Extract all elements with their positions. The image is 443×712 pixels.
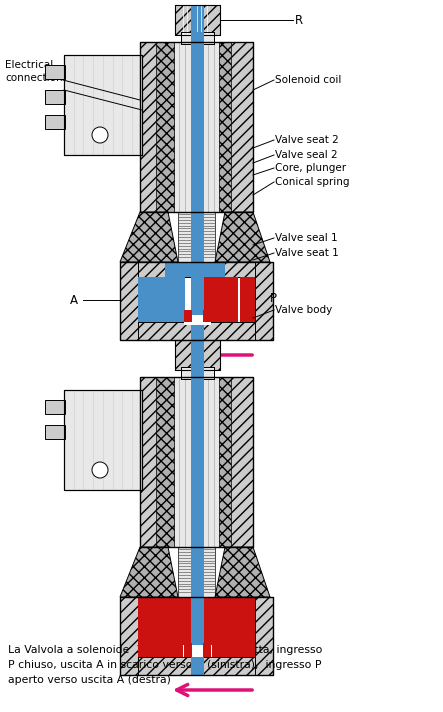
Bar — [183, 645, 212, 657]
Text: Solenoid coil: Solenoid coil — [275, 75, 342, 85]
Bar — [120, 657, 273, 675]
Bar — [184, 643, 192, 657]
Bar — [191, 262, 204, 340]
Bar — [64, 390, 142, 490]
Text: Valve seal 2: Valve seal 2 — [275, 150, 338, 160]
Bar — [191, 547, 204, 599]
Bar — [120, 597, 138, 675]
Bar — [45, 115, 65, 129]
Bar — [191, 367, 204, 577]
Bar — [240, 277, 255, 322]
Bar — [191, 5, 204, 35]
Bar — [156, 377, 174, 547]
Bar — [140, 42, 253, 212]
Bar — [200, 612, 255, 657]
Bar — [138, 277, 185, 322]
Bar — [175, 340, 220, 370]
Bar — [191, 212, 204, 264]
Polygon shape — [215, 547, 270, 597]
Bar — [168, 42, 225, 212]
Text: P: P — [270, 291, 277, 305]
Bar — [203, 643, 211, 657]
Bar — [138, 597, 255, 613]
Bar — [191, 367, 204, 379]
Bar — [120, 322, 273, 340]
Bar — [120, 262, 273, 277]
Bar — [181, 367, 214, 379]
Circle shape — [92, 127, 108, 143]
Bar — [191, 340, 204, 370]
Bar — [181, 367, 214, 379]
Bar — [178, 212, 215, 262]
Bar — [64, 390, 142, 490]
Bar — [203, 310, 211, 322]
Bar — [200, 277, 238, 322]
Bar — [168, 377, 225, 547]
Text: Valve seal 1: Valve seal 1 — [275, 233, 338, 243]
Bar — [181, 32, 214, 44]
Bar — [178, 547, 215, 597]
Text: Core, plunger: Core, plunger — [275, 163, 346, 173]
Bar — [191, 32, 204, 242]
Bar — [64, 55, 142, 155]
Polygon shape — [120, 547, 178, 597]
Bar — [138, 612, 203, 657]
Bar — [175, 5, 220, 35]
Bar — [175, 340, 220, 370]
Bar — [45, 90, 65, 104]
Bar — [175, 5, 220, 35]
Bar — [219, 42, 231, 212]
Text: A: A — [70, 293, 78, 306]
Bar — [45, 65, 65, 79]
Text: Conical spring: Conical spring — [275, 177, 350, 187]
Text: R: R — [295, 14, 303, 26]
Bar — [138, 277, 185, 287]
Bar — [140, 377, 253, 547]
Bar — [255, 597, 273, 675]
Text: P chiuso, uscita A in scarico verso R (sinistra),  ingresso P: P chiuso, uscita A in scarico verso R (s… — [8, 660, 322, 670]
Polygon shape — [215, 212, 270, 262]
Text: connection: connection — [5, 73, 62, 83]
Text: La Valvola a solenoide  3/2-vie ad azione diretta, ingresso: La Valvola a solenoide 3/2-vie ad azione… — [8, 645, 323, 655]
Bar — [191, 32, 204, 44]
Bar — [191, 597, 204, 675]
Circle shape — [92, 462, 108, 478]
Bar — [140, 42, 168, 212]
Bar — [225, 42, 253, 212]
Bar — [255, 262, 273, 340]
Bar — [219, 377, 231, 547]
Bar — [45, 400, 65, 414]
Text: aperto verso uscita A (destra): aperto verso uscita A (destra) — [8, 675, 171, 685]
Text: Electrical: Electrical — [5, 60, 53, 70]
Bar — [120, 597, 273, 617]
Bar — [156, 42, 174, 212]
Bar — [120, 262, 138, 340]
Bar — [184, 310, 192, 322]
Bar — [140, 377, 168, 547]
Bar — [184, 315, 211, 325]
Bar — [64, 55, 142, 155]
Polygon shape — [120, 212, 178, 262]
Text: Valve seat 1: Valve seat 1 — [275, 248, 339, 258]
Text: Valve body: Valve body — [275, 305, 332, 315]
Bar — [181, 32, 214, 44]
Bar — [45, 425, 65, 439]
Bar — [120, 597, 273, 675]
Text: Valve seat 2: Valve seat 2 — [275, 135, 339, 145]
Bar — [165, 262, 225, 277]
Bar — [225, 377, 253, 547]
Bar — [120, 262, 273, 340]
